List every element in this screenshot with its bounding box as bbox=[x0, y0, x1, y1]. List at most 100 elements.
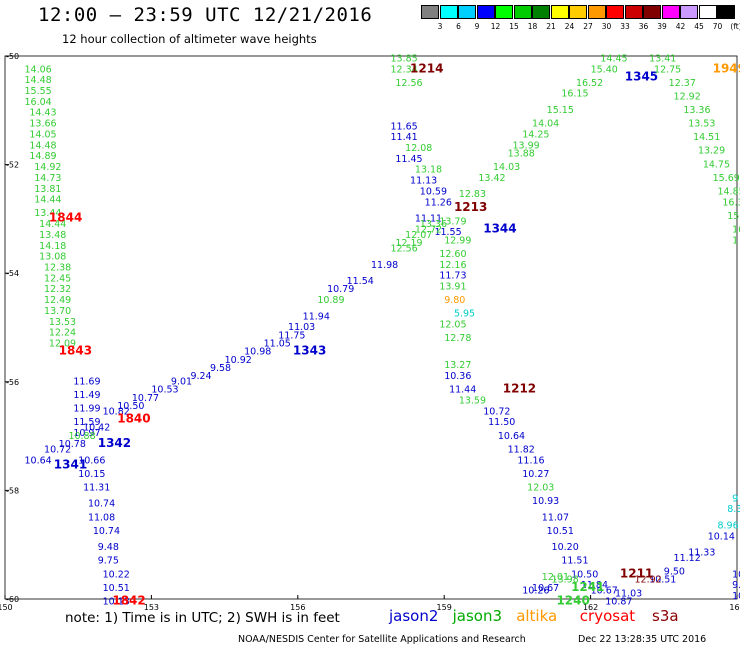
scale-swatch bbox=[661, 5, 680, 19]
swh-value-jason2: 10.50 bbox=[571, 569, 598, 580]
swh-value-jason2: 10.51 bbox=[649, 575, 676, 586]
y-tick-label: -52 bbox=[6, 161, 19, 170]
swh-value-jason3: 16.52 bbox=[576, 78, 603, 89]
time-label-s3a: 1214 bbox=[410, 61, 443, 75]
swh-value-jason2: 10.13 bbox=[103, 596, 130, 607]
x-tick-label: 156 bbox=[290, 603, 305, 612]
swh-value-jason3: 12.01 bbox=[542, 572, 569, 583]
scale-label: 30 bbox=[601, 22, 612, 31]
swh-value-jason2: 10.74 bbox=[93, 526, 120, 537]
swh-value-jason2: 9.58 bbox=[210, 363, 231, 374]
swh-value-jason2: 11.12 bbox=[674, 553, 701, 564]
swh-value-jason3: 12.32 bbox=[44, 284, 71, 295]
swh-value-jason3: 12.07 bbox=[405, 230, 432, 241]
scale-swatch bbox=[606, 5, 624, 19]
swh-value-jason2: 10.27 bbox=[522, 469, 549, 480]
swh-value-jason2: 11.45 bbox=[395, 154, 422, 165]
swh-value-jason2: 10.64 bbox=[498, 431, 525, 442]
swh-value-jason3: 13.53 bbox=[49, 317, 76, 328]
scale-label: 18 bbox=[527, 22, 538, 31]
swh-value-jason2: 11.84 bbox=[581, 580, 608, 591]
swh-value-jason3: 14.73 bbox=[34, 173, 61, 184]
swh-value-jason2: 10.20 bbox=[552, 542, 579, 553]
x-tick-label: 150 bbox=[0, 603, 13, 612]
swh-value-jason3: 14.03 bbox=[493, 162, 520, 173]
swh-value-jason2: 10.64 bbox=[25, 455, 52, 466]
swh-value-jason2: 11.99 bbox=[73, 404, 100, 415]
swh-value-jason2: 10.51 bbox=[547, 526, 574, 537]
swh-value-jason3: 14.92 bbox=[34, 162, 61, 173]
swh-value-jason3: 14.06 bbox=[25, 64, 52, 75]
swh-value-jason2: 10.26 bbox=[522, 586, 549, 597]
swh-value-jason3: 16.04 bbox=[25, 97, 52, 108]
swh-value-jason3: 14.89 bbox=[29, 151, 56, 162]
swh-value-jason3: 12.08 bbox=[405, 143, 432, 154]
swh-value-jason3: 13.18 bbox=[415, 165, 442, 176]
scale-label: 33 bbox=[620, 22, 630, 31]
swh-value-s3a_light: 8.96 bbox=[717, 520, 738, 531]
scale-label: (ft) bbox=[730, 22, 740, 31]
swh-value-jason3: 13.85 bbox=[391, 53, 418, 64]
scale-swatch bbox=[624, 5, 643, 19]
swh-value-jason2: 10.22 bbox=[103, 569, 130, 580]
swh-value-jason3: 12.72 bbox=[415, 224, 442, 235]
scale-swatch bbox=[680, 5, 698, 19]
scale-label: 9 bbox=[474, 22, 480, 31]
time-label-jason2: 1341 bbox=[54, 458, 87, 472]
swh-value-jason2: 11.75 bbox=[278, 330, 305, 341]
swh-value-jason3: 10.88 bbox=[68, 431, 95, 442]
swh-value-jason3: 12.56 bbox=[391, 243, 418, 254]
swh-value-jason3: 12.45 bbox=[44, 273, 71, 284]
swh-value-jason2: 11.55 bbox=[434, 227, 461, 238]
scale-label: 6 bbox=[456, 22, 461, 31]
swh-value-jason3: 13.99 bbox=[513, 140, 540, 151]
scale-label: 27 bbox=[583, 22, 593, 31]
y-tick-label: -56 bbox=[6, 378, 19, 387]
swh-value-jason3: 13.48 bbox=[39, 230, 66, 241]
time-label-jason3: 1241 bbox=[571, 580, 604, 594]
swh-value-jason3: 14.05 bbox=[29, 129, 56, 140]
scale-swatch bbox=[717, 5, 735, 19]
swh-value-jason3: 12.24 bbox=[49, 328, 76, 339]
swh-value-s3a_light: 8.39 bbox=[727, 504, 740, 515]
swh-value-jason2: 11.51 bbox=[561, 556, 588, 567]
swh-value-jason2: 9.01 bbox=[171, 377, 192, 388]
swh-value-jason3: 12.83 bbox=[459, 189, 486, 200]
swh-value-jason3: 12.16 bbox=[439, 260, 466, 271]
scale-label: 36 bbox=[638, 22, 649, 31]
swh-value-jason3: 15.69 bbox=[713, 173, 740, 184]
swh-value-jason2: 11.65 bbox=[391, 121, 418, 132]
swh-value-jason2: 10.79 bbox=[327, 284, 354, 295]
swh-value-jason3: 14.45 bbox=[600, 53, 627, 64]
swh-value-jason2: 10.72 bbox=[44, 444, 71, 455]
time-label-cryosat: 1840 bbox=[117, 412, 150, 426]
swh-value-jason3: 10.89 bbox=[317, 295, 344, 306]
swh-value-jason2: 10.74 bbox=[88, 499, 115, 510]
swh-value-jason3: 14.85 bbox=[717, 186, 740, 197]
swh-value-jason2: 9.50 bbox=[664, 567, 685, 578]
swh-value-jason3: 1 bbox=[732, 235, 738, 246]
swh-value-altika: 9.80 bbox=[444, 295, 465, 306]
swh-value-jason3: 16 bbox=[732, 224, 740, 235]
swh-value-jason2: 10.82 bbox=[103, 406, 130, 417]
swh-value-jason3: 12.99 bbox=[444, 235, 471, 246]
swh-value-jason3: 13.42 bbox=[478, 173, 505, 184]
time-label-cryosat: 1842 bbox=[112, 593, 145, 607]
swh-value-jason2: 11.03 bbox=[288, 322, 315, 333]
swh-value-jason3: 12.38 bbox=[44, 262, 71, 273]
time-label-jason3: 1240 bbox=[556, 593, 589, 607]
scale-swatch bbox=[495, 5, 513, 19]
swh-value-jason3: 12.92 bbox=[674, 91, 701, 102]
scale-label: 42 bbox=[675, 22, 686, 31]
swh-value-jason2: 10.66 bbox=[78, 455, 105, 466]
swh-value-jason2: 9.75 bbox=[98, 556, 119, 567]
swh-value-jason2: 11.31 bbox=[83, 482, 110, 493]
time-label-s3a: 1213 bbox=[454, 200, 487, 214]
x-tick-label: 159 bbox=[437, 603, 452, 612]
swh-value-jason2: 9.24 bbox=[190, 371, 211, 382]
x-tick-label: 165 bbox=[729, 603, 740, 612]
swh-value-jason3: 14.75 bbox=[703, 159, 730, 170]
swh-value-jason2: 10.14 bbox=[708, 531, 735, 542]
swh-value-jason2: 11.50 bbox=[488, 417, 515, 428]
